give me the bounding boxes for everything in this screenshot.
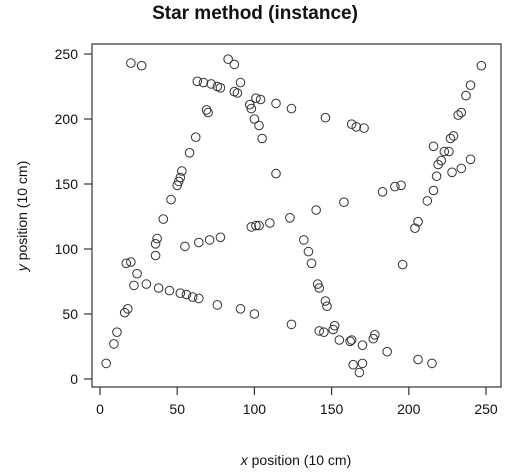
data-point	[378, 188, 387, 197]
data-point	[448, 168, 457, 177]
x-tick-label: 50	[169, 401, 185, 417]
data-point	[255, 121, 264, 130]
y-axis-label: y position (10 cm)	[14, 161, 30, 272]
data-point	[236, 78, 245, 87]
data-point	[414, 355, 423, 364]
y-tick-label: 0	[70, 371, 78, 387]
data-point	[321, 113, 330, 122]
data-point	[133, 269, 142, 278]
x-tick-label: 100	[243, 401, 267, 417]
data-point	[176, 289, 185, 298]
y-tick-label: 150	[55, 176, 79, 192]
y-tick-label: 250	[55, 46, 79, 62]
x-tick-label: 150	[320, 401, 344, 417]
y-tick-label: 50	[62, 306, 78, 322]
y-tick-label: 200	[55, 111, 79, 127]
data-point	[340, 198, 349, 207]
data-point	[216, 84, 225, 93]
x-axis-label-rest: position (10 cm)	[248, 452, 351, 468]
x-tick-label: 200	[397, 401, 421, 417]
data-point	[153, 234, 162, 243]
data-point	[236, 305, 245, 314]
data-point	[130, 281, 139, 290]
data-point	[466, 155, 475, 164]
data-point	[256, 95, 265, 104]
x-tick-label: 0	[96, 401, 104, 417]
data-point	[199, 78, 208, 87]
data-point	[287, 320, 296, 329]
data-point	[355, 368, 364, 377]
data-point	[398, 260, 407, 269]
data-point	[151, 240, 160, 249]
data-point	[185, 149, 194, 158]
data-point	[151, 251, 160, 260]
data-point	[428, 359, 437, 368]
data-point	[429, 186, 438, 195]
data-point	[191, 133, 200, 142]
data-point	[127, 59, 136, 68]
x-axis: 0 50 100 150 200 250	[96, 387, 498, 417]
data-point	[113, 328, 122, 337]
x-axis-label: x position (10 cm)	[240, 452, 351, 468]
data-point	[300, 236, 309, 245]
y-axis-label-rest: position (10 cm)	[14, 161, 30, 264]
data-point	[335, 336, 344, 345]
x-tick-label: 250	[474, 401, 498, 417]
data-point	[167, 195, 176, 204]
data-points	[102, 55, 486, 377]
data-point	[258, 134, 267, 143]
data-point	[320, 328, 329, 337]
data-point	[154, 284, 163, 293]
data-point	[360, 124, 369, 133]
data-point	[383, 347, 392, 356]
y-tick-label: 100	[55, 241, 79, 257]
data-point	[358, 341, 367, 350]
data-point	[230, 60, 239, 69]
data-point	[304, 247, 313, 256]
data-point	[102, 359, 111, 368]
data-point	[165, 286, 174, 295]
data-point	[195, 238, 204, 247]
data-point	[429, 142, 438, 151]
y-axis: 0 50 100 150 200 250	[55, 46, 92, 387]
data-point	[323, 302, 332, 311]
data-point	[266, 219, 275, 228]
data-point	[272, 169, 281, 178]
data-point	[110, 340, 119, 349]
data-point	[137, 61, 146, 70]
data-point	[349, 360, 358, 369]
data-point	[287, 104, 296, 113]
data-point	[312, 206, 321, 215]
data-point	[233, 89, 242, 98]
data-point	[159, 215, 168, 224]
data-point	[195, 294, 204, 303]
data-point	[321, 297, 330, 306]
data-point	[216, 233, 225, 242]
data-point	[397, 181, 406, 190]
data-point	[204, 108, 213, 117]
data-point	[457, 164, 466, 173]
data-point	[358, 359, 367, 368]
data-point	[122, 259, 131, 268]
data-point	[286, 214, 295, 223]
data-point	[181, 242, 190, 251]
plot-frame	[92, 44, 501, 387]
data-point	[247, 223, 256, 232]
data-point	[466, 81, 475, 90]
data-point	[250, 310, 259, 319]
data-point	[432, 172, 441, 181]
data-point	[193, 77, 202, 86]
data-point	[272, 99, 281, 108]
data-point	[477, 61, 486, 70]
data-point	[205, 236, 214, 245]
data-point	[462, 91, 471, 100]
data-point	[142, 280, 151, 289]
data-point	[213, 301, 222, 310]
data-point	[423, 197, 432, 206]
data-point	[307, 259, 316, 268]
data-point	[391, 182, 400, 191]
